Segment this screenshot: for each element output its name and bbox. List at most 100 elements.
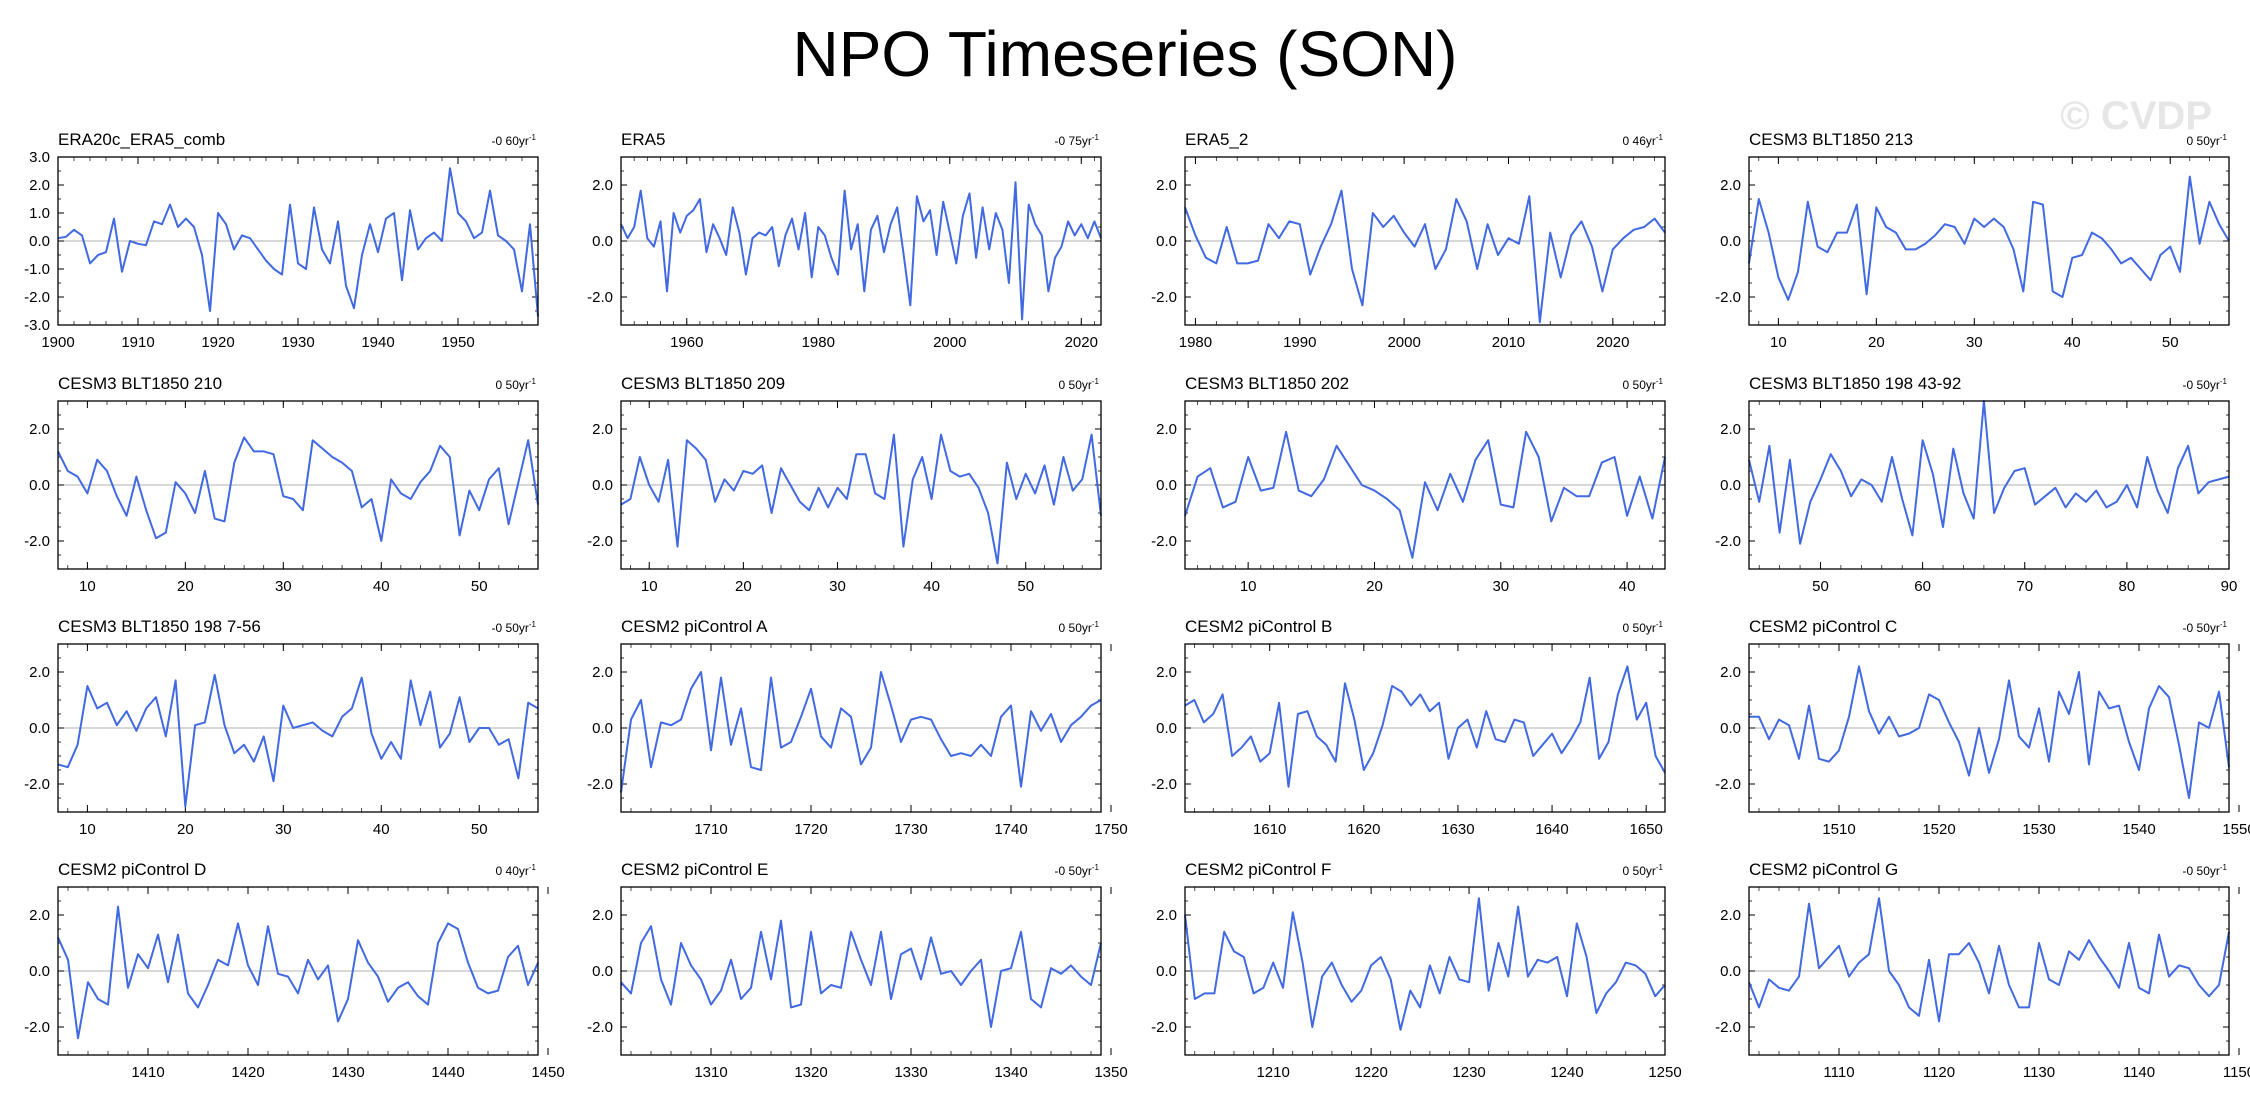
y-tick-label: 2.0 bbox=[1156, 907, 1177, 924]
x-tick-label: 1910 bbox=[121, 334, 154, 351]
plot-frame bbox=[57, 643, 539, 813]
x-tick-label: 1140 bbox=[2123, 1064, 2155, 1081]
y-tick-label: 2.0 bbox=[592, 421, 613, 438]
y-tick-label: 2.0 bbox=[1720, 177, 1741, 194]
x-tick-label: 50 bbox=[1812, 578, 1829, 595]
x-tick-label: 1650 bbox=[1629, 821, 1662, 838]
x-tick-label: 1130 bbox=[2023, 1064, 2055, 1081]
panel-5: CESM3 BLT1850 209 0 50yr-1 2.0 0.0 -2.0 10 20 3… bbox=[587, 374, 1102, 595]
x-tick-label: 1410 bbox=[131, 1064, 164, 1081]
panel-trend: -0 50yr-1 bbox=[2183, 377, 2228, 392]
x-tick-label: 50 bbox=[1017, 578, 1034, 595]
y-tick-label: -2.0 bbox=[1715, 533, 1741, 550]
panel-trend: 0 50yr-1 bbox=[1623, 620, 1664, 635]
y-tick-label: 2.0 bbox=[592, 907, 613, 924]
plot-frame bbox=[57, 156, 539, 326]
y-tick-label: -2.0 bbox=[1151, 1019, 1177, 1036]
y-tick-label: -2.0 bbox=[587, 776, 613, 793]
plot-frame bbox=[1184, 643, 1666, 813]
x-tick-label: 30 bbox=[275, 821, 292, 838]
panel-trend: 0 46yr-1 bbox=[1623, 133, 1664, 148]
x-tick-label: 10 bbox=[1770, 334, 1787, 351]
y-tick-label: 2.0 bbox=[29, 421, 50, 438]
panel-title: ERA5 bbox=[621, 130, 665, 149]
panel-title: CESM3 BLT1850 213 bbox=[1749, 130, 1913, 149]
panel-15: CESM2 piControl G -0 50yr-1 2.0 0.0 -2.0 1110… bbox=[1715, 860, 2250, 1081]
y-tick-label: 0.0 bbox=[1156, 963, 1177, 980]
panel-trend: 0 50yr-1 bbox=[1059, 377, 1100, 392]
x-tick-label: 1240 bbox=[1550, 1064, 1583, 1081]
series-line bbox=[1749, 665, 2230, 799]
x-tick-label: 40 bbox=[2064, 334, 2081, 351]
panel-title: CESM3 BLT1850 198 43-92 bbox=[1749, 374, 1961, 393]
plot-frame bbox=[1748, 400, 2230, 570]
x-tick-label: 30 bbox=[829, 578, 846, 595]
panel-trend: 0 40yr-1 bbox=[496, 863, 537, 878]
x-tick-label: 1980 bbox=[1179, 334, 1212, 351]
x-tick-label: 1320 bbox=[794, 1064, 827, 1081]
series-line bbox=[1184, 665, 1666, 788]
panel-8: CESM3 BLT1850 198 7-56 -0 50yr-1 2.0 0.0 -2.… bbox=[24, 617, 539, 838]
panel-13: CESM2 piControl E -0 50yr-1 2.0 0.0 -2.0 1310… bbox=[587, 860, 1128, 1081]
series-line bbox=[57, 436, 539, 542]
x-tick-label: 1230 bbox=[1452, 1064, 1485, 1081]
plot-frame bbox=[1184, 400, 1666, 570]
y-tick-label: -2.0 bbox=[1151, 776, 1177, 793]
series-line bbox=[620, 181, 1102, 321]
panel-14: CESM2 piControl F 0 50yr-1 2.0 0.0 -2.0 1210 1… bbox=[1151, 860, 1682, 1081]
panel-title: CESM2 piControl G bbox=[1749, 860, 1898, 879]
x-tick-label: 1210 bbox=[1256, 1064, 1289, 1081]
plot-frame bbox=[620, 400, 1102, 570]
x-tick-label: 1530 bbox=[2022, 821, 2055, 838]
panel-trend: 0 50yr-1 bbox=[2187, 133, 2228, 148]
y-tick-label: 2.0 bbox=[1720, 664, 1741, 681]
x-tick-label: 2000 bbox=[1387, 334, 1420, 351]
panel-trend: -0 75yr-1 bbox=[1055, 133, 1100, 148]
panel-trend: -0 60yr-1 bbox=[492, 133, 537, 148]
panel-trend: 0 50yr-1 bbox=[496, 377, 537, 392]
panel-7: CESM3 BLT1850 198 43-92 -0 50yr-1 2.0 0.0 -2… bbox=[1715, 374, 2237, 595]
x-tick-label: 1220 bbox=[1354, 1064, 1387, 1081]
y-tick-label: 2.0 bbox=[1156, 177, 1177, 194]
x-tick-label: 20 bbox=[1868, 334, 1885, 351]
x-tick-label: 50 bbox=[2162, 334, 2179, 351]
panel-title: CESM2 piControl C bbox=[1749, 617, 1897, 636]
y-tick-label: 0.0 bbox=[1720, 477, 1741, 494]
x-tick-label: 20 bbox=[177, 578, 194, 595]
y-tick-label: -2.0 bbox=[1151, 533, 1177, 550]
x-tick-label: 1110 bbox=[1823, 1064, 1854, 1081]
x-tick-label: 40 bbox=[373, 821, 390, 838]
x-tick-label: 1730 bbox=[894, 821, 927, 838]
y-tick-label: 0.0 bbox=[592, 720, 613, 737]
y-tick-label: 2.0 bbox=[1156, 664, 1177, 681]
x-tick-label: 1350 bbox=[1094, 1064, 1127, 1081]
y-tick-label: 2.0 bbox=[592, 664, 613, 681]
x-tick-label: 1150 bbox=[2223, 1064, 2250, 1081]
series-line bbox=[57, 673, 539, 808]
panel-title: CESM3 BLT1850 202 bbox=[1185, 374, 1349, 393]
x-tick-label: 1720 bbox=[794, 821, 827, 838]
panel-trend: 0 50yr-1 bbox=[1059, 620, 1100, 635]
plot-frame bbox=[1184, 886, 1666, 1056]
panel-title: CESM2 piControl B bbox=[1185, 617, 1332, 636]
y-tick-label: 0.0 bbox=[29, 963, 50, 980]
series-line bbox=[1184, 189, 1666, 324]
y-tick-label: -2.0 bbox=[1151, 289, 1177, 306]
x-tick-label: 80 bbox=[2119, 578, 2136, 595]
x-tick-label: 30 bbox=[1492, 578, 1509, 595]
x-tick-label: 1980 bbox=[802, 334, 835, 351]
panel-trend: 0 50yr-1 bbox=[1623, 377, 1664, 392]
x-tick-label: 10 bbox=[79, 578, 96, 595]
x-tick-label: 1310 bbox=[694, 1064, 727, 1081]
plot-frame bbox=[620, 156, 1102, 326]
x-tick-label: 1640 bbox=[1535, 821, 1568, 838]
y-tick-label: 0.0 bbox=[1156, 720, 1177, 737]
x-tick-label: 20 bbox=[177, 821, 194, 838]
x-tick-label: 1930 bbox=[281, 334, 314, 351]
x-tick-label: 2020 bbox=[1065, 334, 1098, 351]
series-line bbox=[1184, 897, 1666, 1031]
y-tick-label: -2.0 bbox=[24, 289, 50, 306]
panel-11: CESM2 piControl C -0 50yr-1 2.0 0.0 -2.0 1510… bbox=[1715, 617, 2250, 838]
y-tick-label: -3.0 bbox=[24, 317, 50, 334]
x-tick-label: 1950 bbox=[441, 334, 474, 351]
